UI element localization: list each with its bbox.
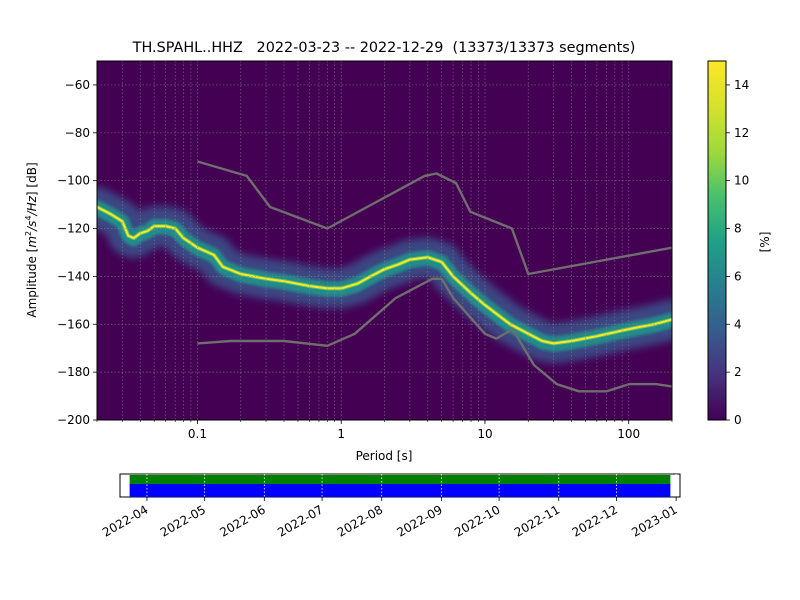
density-layer bbox=[97, 187, 672, 364]
y-axis-label: Amplitude [m2/s4/Hz] [dB] bbox=[24, 162, 39, 317]
colorbar-tick-label: 8 bbox=[734, 222, 742, 236]
date-tick-label: 2022-07 bbox=[275, 502, 325, 539]
y-tick-label: −80 bbox=[65, 126, 90, 140]
date-tick-label: 2022-10 bbox=[452, 502, 502, 539]
x-axis-label: Period [s] bbox=[356, 449, 413, 463]
colorbar-tick-label: 14 bbox=[734, 78, 749, 92]
x-tick-label: 1 bbox=[337, 427, 345, 441]
y-tick-label: −200 bbox=[57, 413, 90, 427]
y-label-part: 2 bbox=[24, 231, 33, 236]
y-tick-label: −180 bbox=[57, 365, 90, 379]
date-tick-label: 2022-09 bbox=[394, 502, 444, 539]
date-tick-label: 2023-01 bbox=[629, 502, 679, 539]
y-label-part: / bbox=[25, 225, 39, 232]
y-tick-label: −140 bbox=[57, 269, 90, 283]
colorbar-tick-label: 0 bbox=[734, 413, 742, 427]
y-label-part: ] [dB] bbox=[25, 162, 39, 196]
grid-layer bbox=[96, 61, 673, 421]
date-tick-label: 2022-05 bbox=[158, 502, 208, 539]
y-label-part: Amplitude [ bbox=[25, 248, 39, 318]
y-label-part: s bbox=[25, 221, 39, 227]
noise-model-curve bbox=[197, 160, 672, 276]
colorbar-tick-label: 6 bbox=[734, 269, 742, 283]
y-tick-label: −60 bbox=[65, 78, 90, 92]
noise-model-layer bbox=[197, 160, 672, 393]
availability-bar-blue bbox=[129, 484, 671, 497]
colorbar-tick-label: 12 bbox=[734, 126, 749, 140]
colorbar-tick-label: 4 bbox=[734, 317, 742, 331]
date-tick-label: 2022-11 bbox=[512, 502, 562, 539]
density-band-secondary bbox=[97, 210, 672, 352]
colorbar-tick-group: 0 2 4 6 8 10 12 14 bbox=[726, 78, 749, 427]
chart-title: TH.SPAHL..HHZ 2022-03-23 -- 2022-12-29 (… bbox=[132, 40, 636, 56]
y-label-part: 4 bbox=[24, 215, 33, 220]
date-tick-label: 2022-04 bbox=[100, 502, 150, 539]
availability-bar-green bbox=[129, 475, 671, 484]
x-tick-label: 100 bbox=[617, 427, 640, 441]
x-tick-label: 0.1 bbox=[188, 427, 207, 441]
density-mode-line bbox=[97, 206, 672, 345]
y-tick-label: −120 bbox=[57, 222, 90, 236]
y-label-part: m bbox=[25, 236, 39, 248]
y-tick-label: −160 bbox=[57, 317, 90, 331]
y-label-part: Hz bbox=[25, 195, 39, 211]
x-tick-label: 10 bbox=[477, 427, 492, 441]
x-tick-group: 0.1 1 10 100 bbox=[96, 420, 673, 441]
colorbar-label: [%] bbox=[758, 232, 772, 253]
y-tick-label: −100 bbox=[57, 174, 90, 188]
date-tick-label: 2022-06 bbox=[217, 502, 267, 539]
noise-model-curve bbox=[197, 277, 672, 393]
colorbar-tick-label: 10 bbox=[734, 174, 749, 188]
y-label-part: / bbox=[25, 209, 39, 216]
y-tick-group: −60 −80 −100 −120 −140 −160 −180 −200 bbox=[57, 78, 97, 427]
date-tick-label: 2022-08 bbox=[335, 502, 385, 539]
date-tick-label: 2022-12 bbox=[570, 502, 620, 539]
colorbar-tick-label: 2 bbox=[734, 365, 742, 379]
colorbar bbox=[707, 60, 727, 421]
